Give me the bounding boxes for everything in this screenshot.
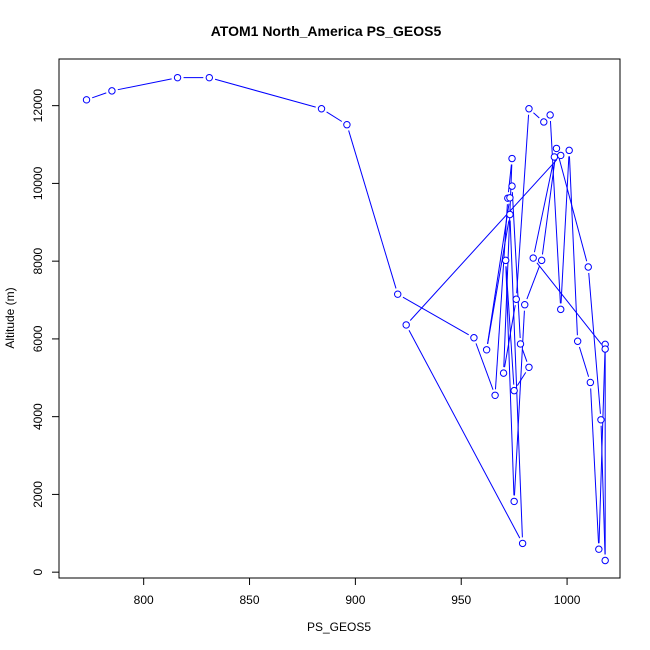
series-segment [533,162,554,253]
data-point [521,300,529,309]
data-point [595,545,603,553]
data-point [550,153,559,161]
x-tick-label: 800 [134,593,154,607]
data-point [470,334,478,342]
series-segment [505,266,515,496]
data-point [512,295,520,303]
series-segment [590,388,600,544]
series-segment [402,296,469,336]
x-tick-label: 950 [451,593,471,607]
data-point [601,556,609,565]
data-point [491,391,499,399]
data-point [508,182,516,190]
series-segment [475,343,494,390]
data-point [482,346,491,354]
data-point [506,194,514,202]
data-point [501,256,510,265]
series-segment [560,156,570,304]
series-segment [536,262,602,345]
series-segment [505,266,515,385]
data-point [565,146,573,155]
series-segment [541,154,557,255]
y-axis-label: Altitude (m) [3,287,17,348]
series-segment [516,372,527,386]
series-segment [549,120,561,304]
series-segment [408,329,521,539]
data-point [510,497,518,506]
data-point [499,369,508,377]
data-point [317,105,326,113]
data-point [510,386,518,395]
y-tick-label: 4000 [31,403,45,430]
series-segment [214,78,316,108]
data-point [402,321,410,329]
data-point [584,263,592,271]
series-segment [509,220,523,538]
series-segment [487,220,510,344]
data-point [573,337,582,345]
data-point [586,378,595,387]
data-point [525,105,533,113]
series-segment [511,192,521,338]
series-segment [578,346,590,377]
x-tick-label: 850 [240,593,260,607]
data-point [537,256,546,265]
series-layer [82,73,609,565]
series-segment [326,111,343,122]
y-axis: 0 2000 4000 6000 8000 10000 12000 [31,89,60,576]
y-tick-label: 6000 [31,325,45,352]
data-point [557,305,565,314]
series-segment [588,272,601,414]
data-point [508,154,516,163]
data-point [205,73,214,82]
data-point [108,87,116,95]
data-point [540,118,548,126]
data-point [552,144,561,153]
data-point [173,73,182,82]
data-point [82,96,91,104]
series-segment [117,78,172,91]
y-tick-label: 10000 [31,166,45,200]
data-point [525,363,533,371]
series-segment [92,92,107,99]
x-tick-label: 900 [345,593,365,607]
series-segment [526,265,540,300]
data-point [529,254,537,262]
series-segment [568,156,578,336]
y-tick-label: 8000 [31,247,45,274]
x-axis: 800 850 900 950 1000 [134,577,581,607]
y-tick-label: 0 [31,569,45,576]
series-segment [516,114,530,294]
x-axis-label: PS_GEOS5 [307,620,371,634]
data-point [394,290,402,298]
chart-title: ATOM1 North_America PS_GEOS5 [211,23,442,39]
series-segment [533,112,540,119]
series-segment [557,154,588,262]
data-point [601,345,609,353]
series-segment [348,130,397,289]
y-tick-label: 2000 [31,481,45,508]
series-segment [522,349,528,362]
y-tick-label: 12000 [31,89,45,123]
data-point [518,539,527,548]
data-point [506,210,514,219]
series-segment [487,203,510,344]
series-segment [494,204,508,390]
data-point [546,111,554,119]
data-point [597,416,605,424]
series-segment [600,425,606,555]
data-point [516,340,525,348]
plot-frame [58,58,621,579]
data-point [343,121,351,129]
x-tick-label: 1000 [554,593,581,607]
data-point [557,151,565,160]
series-segment [409,159,558,321]
